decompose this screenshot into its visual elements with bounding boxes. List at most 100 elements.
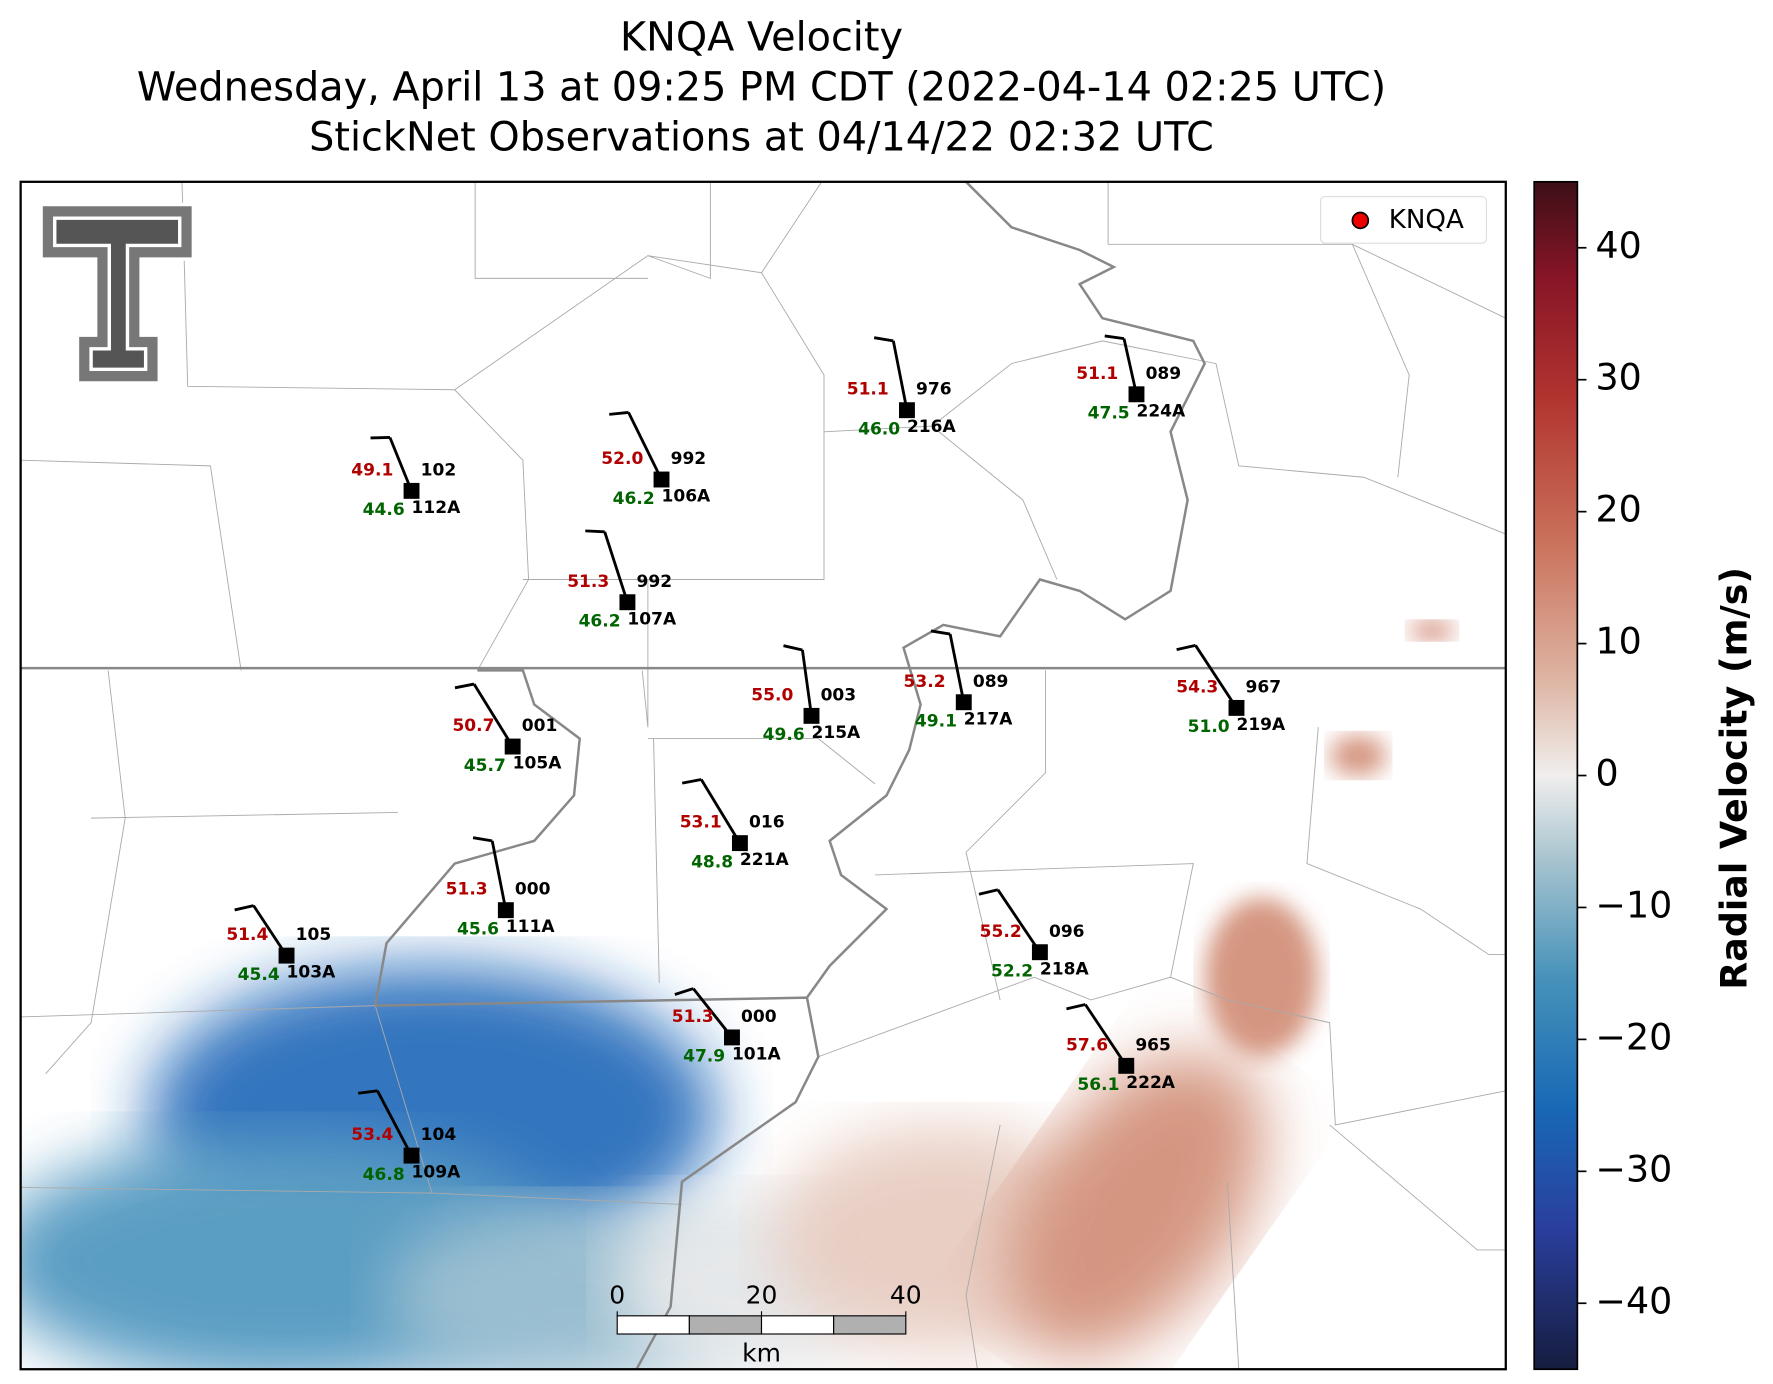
station-marker — [403, 1147, 420, 1164]
temperature: 55.0 — [751, 685, 793, 705]
title: Wednesday, April 13 at 09:25 PM CDT (202… — [137, 64, 1386, 110]
temperature: 51.3 — [446, 880, 488, 900]
scale-segment — [616, 1315, 690, 1335]
wind-barb-flag — [609, 411, 629, 416]
wind-barb-staff — [1084, 1003, 1128, 1067]
dewpoint: 46.2 — [579, 612, 621, 632]
colorbar-tick-label: 30 — [1596, 356, 1642, 399]
dewpoint: 51.0 — [1188, 717, 1230, 737]
wind-barb-staff — [376, 1090, 413, 1157]
pressure: 992 — [637, 572, 673, 592]
scale-label: 40 — [890, 1281, 922, 1310]
wind-barb-staff — [388, 436, 413, 492]
station-id: 112A — [412, 498, 462, 518]
station-id: 107A — [627, 609, 677, 629]
temperature: 49.1 — [351, 460, 393, 480]
station-id: 106A — [662, 487, 712, 507]
pressure: 105 — [296, 925, 332, 945]
wind-barb-staff — [252, 904, 288, 957]
colorbar-tick-label: −40 — [1596, 1279, 1673, 1322]
temperature: 55.2 — [980, 922, 1022, 942]
scale-unit: km — [742, 1338, 781, 1367]
wind-barb-flag — [978, 888, 999, 896]
pressure: 976 — [916, 380, 952, 400]
wind-barb-flag — [1176, 644, 1196, 652]
dewpoint: 45.4 — [238, 965, 280, 985]
station-id: 216A — [907, 417, 957, 437]
station-marker — [955, 694, 972, 711]
station-id: 109A — [412, 1163, 462, 1183]
scale-segment — [688, 1315, 763, 1335]
wind-barb-staff — [1194, 644, 1238, 709]
station-marker — [731, 835, 748, 852]
temperature: 51.1 — [847, 380, 889, 400]
wind-barb-staff — [472, 683, 514, 748]
scale-label: 20 — [746, 1281, 778, 1310]
pressure: 102 — [421, 460, 457, 480]
dewpoint: 44.6 — [363, 500, 405, 520]
temperature: 52.0 — [601, 449, 643, 469]
temperature: 51.4 — [226, 925, 268, 945]
station-marker — [803, 707, 820, 724]
colorbar-tick-label: 0 — [1596, 752, 1619, 795]
university-logo — [39, 202, 196, 385]
station-id: 224A — [1136, 401, 1186, 421]
temperature: 51.1 — [1076, 364, 1118, 384]
dewpoint: 52.2 — [991, 962, 1033, 982]
pressure: 003 — [821, 685, 857, 705]
colorbar-tick-label: 40 — [1596, 224, 1642, 267]
colorbar-tick-label: −30 — [1596, 1147, 1673, 1190]
pressure: 001 — [522, 716, 558, 736]
scale-label: 0 — [609, 1281, 625, 1310]
colorbar-tick-label: −20 — [1596, 1015, 1673, 1058]
title: KNQA Velocity — [620, 14, 903, 60]
station-marker — [898, 402, 915, 419]
station-marker — [1228, 699, 1245, 716]
station-marker — [653, 471, 670, 488]
map-frame — [19, 180, 1507, 1371]
wind-barb-flag — [1104, 334, 1125, 341]
wind-barb-staff — [996, 888, 1042, 954]
temperature: 57.6 — [1066, 1035, 1108, 1055]
pressure: 104 — [421, 1125, 457, 1145]
dewpoint: 46.2 — [613, 489, 655, 509]
pressure: 089 — [973, 672, 1009, 692]
pressure: 965 — [1135, 1035, 1171, 1055]
wind-barb-staff — [801, 649, 813, 717]
pressure: 000 — [515, 880, 551, 900]
county-lines — [20, 181, 1506, 1370]
station-id: 105A — [513, 754, 563, 774]
wind-barb-flag — [472, 836, 493, 843]
wind-barb-staff — [603, 531, 629, 603]
temperature: 50.7 — [452, 716, 494, 736]
station-marker — [1118, 1057, 1135, 1074]
station-id: 111A — [506, 917, 556, 937]
temperature: 53.2 — [904, 672, 946, 692]
wind-barb-flag — [454, 682, 475, 690]
wind-barb-flag — [234, 904, 254, 912]
wind-barb-staff — [891, 340, 909, 411]
colorbar-tick-label: 20 — [1596, 488, 1642, 531]
station-id: 221A — [740, 850, 790, 870]
wind-barb-flag — [358, 1089, 378, 1095]
station-marker — [504, 738, 521, 755]
station-id: 217A — [964, 709, 1014, 729]
station-id: 101A — [732, 1044, 782, 1064]
station-marker — [1128, 386, 1145, 403]
wind-barb-flag — [585, 529, 605, 534]
dewpoint: 46.8 — [363, 1165, 405, 1185]
wind-barb-flag — [1066, 1003, 1086, 1011]
dewpoint: 49.1 — [915, 712, 957, 732]
colorbar-label: Radial Velocity (m/s) — [1712, 567, 1755, 990]
legend: KNQA — [1319, 196, 1488, 244]
temperature: 54.3 — [1176, 677, 1218, 697]
wind-barb-flag — [674, 987, 694, 996]
colorbar-tick-label: 10 — [1596, 620, 1642, 663]
dewpoint: 46.0 — [858, 420, 900, 440]
station-marker — [278, 947, 295, 964]
pressure: 096 — [1049, 922, 1085, 942]
wind-barb-staff — [627, 411, 663, 481]
wind-barb-flag — [930, 629, 951, 636]
station-marker — [403, 482, 420, 499]
